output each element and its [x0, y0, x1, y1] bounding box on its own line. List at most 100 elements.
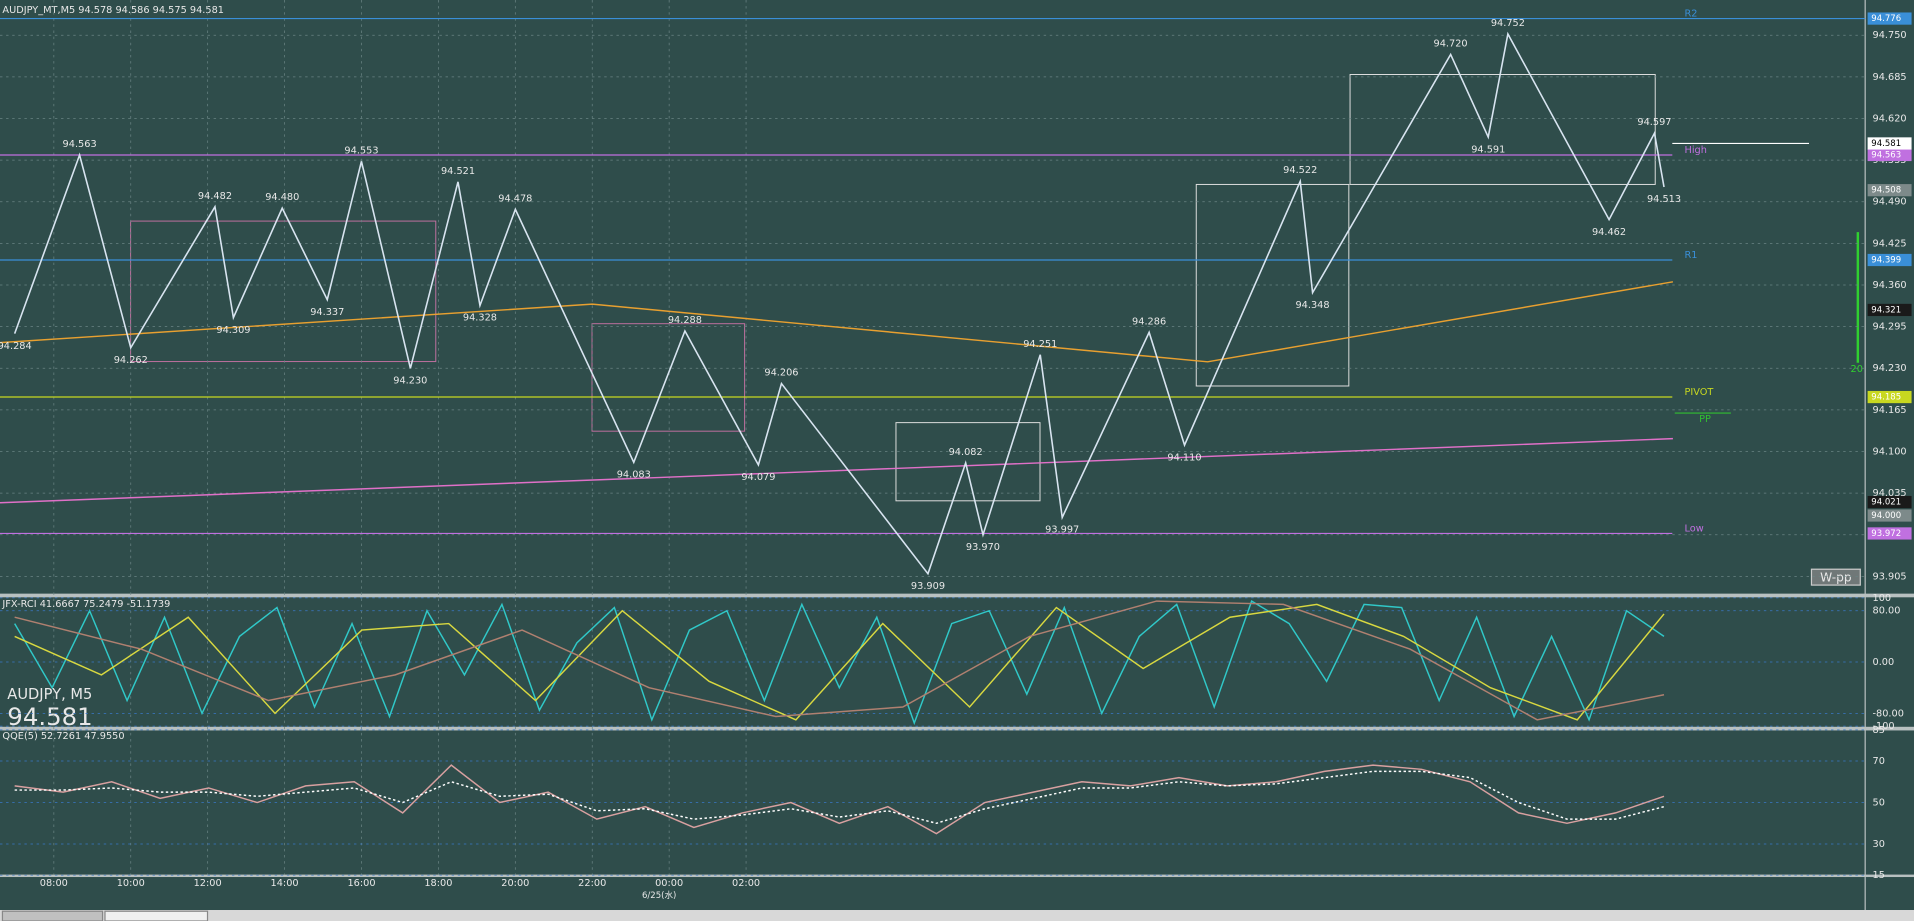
- price-tag: 94.399: [1871, 255, 1901, 265]
- box: [895, 422, 1041, 502]
- swing-label: 94.110: [1167, 452, 1201, 463]
- price-tag-bg: [1867, 390, 1912, 404]
- y-tick-label: 94.360: [1872, 280, 1906, 291]
- indicator-line: [0, 437, 1673, 504]
- swing-label: 94.230: [393, 375, 427, 386]
- indicator-line: [14, 600, 1665, 726]
- price-tag-bg: [1867, 527, 1912, 540]
- swing-label: 94.083: [617, 470, 651, 481]
- y-tick-label: 80.00: [1872, 606, 1900, 617]
- swing-label: 94.337: [310, 307, 344, 318]
- symbol-header: AUDJPY_MT,M5 94.578 94.586 94.575 94.581: [2, 5, 224, 16]
- swing-label: 94.348: [1295, 300, 1329, 311]
- y-tick-label: 94.165: [1872, 405, 1906, 416]
- panel-title: JFX-RCI 41.6667 75.2479 -51.1739: [1, 599, 170, 610]
- swing-label: 94.082: [949, 447, 983, 458]
- x-tick-label: 08:00: [40, 878, 68, 889]
- swing-label: 94.591: [1471, 144, 1505, 155]
- y-tick-label: 94.295: [1872, 322, 1906, 333]
- swing-label: 94.563: [63, 139, 97, 150]
- x-tick-label: 20:00: [501, 878, 529, 889]
- swing-label: 94.553: [344, 145, 378, 156]
- tab[interactable]: [104, 910, 209, 921]
- panel-title: QQE(5) 52.7261 47.9550: [2, 731, 124, 742]
- box: [1349, 74, 1656, 185]
- y-tick-label: 94.750: [1872, 30, 1906, 41]
- price-tag-bg: [1867, 495, 1912, 509]
- price-tag: 93.972: [1871, 529, 1901, 539]
- y-tick-label: 94.230: [1872, 363, 1906, 374]
- overlay-symbol: AUDJPY, M5: [7, 686, 92, 703]
- price-tag-bg: [1867, 137, 1912, 150]
- box: [130, 220, 437, 363]
- level-label: PIVOT: [1685, 387, 1714, 398]
- y-tick-label: 94.035: [1872, 488, 1906, 499]
- price-tag-bg: [1867, 303, 1912, 317]
- x-tick-label: 02:00: [732, 878, 760, 889]
- panel-separator: [0, 593, 1914, 598]
- y-tick-label: 85: [1872, 725, 1884, 736]
- swing-label: 94.288: [668, 315, 702, 326]
- x-tick-label: 00:00: [655, 878, 683, 889]
- x-tick-label: 14:00: [271, 878, 299, 889]
- level-label: R1: [1685, 250, 1698, 261]
- wpp-button[interactable]: [1810, 568, 1861, 586]
- swing-label: 94.597: [1637, 117, 1671, 128]
- y-tick-label: 70: [1872, 756, 1884, 767]
- swing-label: 94.522: [1283, 165, 1317, 176]
- level-label: High: [1685, 145, 1707, 156]
- price-tag: 94.776: [1871, 14, 1901, 24]
- price-tag-bg: [1867, 148, 1912, 162]
- swing-label: 94.251: [1023, 339, 1057, 350]
- price-tag-bg: [1867, 184, 1912, 197]
- y-tick-label: 94.425: [1872, 238, 1906, 249]
- price-tag: 94.563: [1871, 150, 1901, 160]
- indicator-line: [14, 600, 1665, 721]
- price-tag: 94.321: [1871, 305, 1901, 315]
- level-label: R2: [1685, 9, 1698, 20]
- y-tick-label: 94.620: [1872, 113, 1906, 124]
- swing-label: 94.482: [198, 191, 232, 202]
- price-line: [13, 31, 1665, 576]
- price-tag: 94.185: [1871, 393, 1901, 403]
- price-tag-bg: [1867, 12, 1912, 25]
- swing-label: 94.262: [114, 355, 148, 366]
- overlay-price: 94.581: [7, 702, 92, 731]
- price-tag-bg: [1867, 509, 1912, 522]
- swing-label: 94.286: [1132, 316, 1166, 327]
- y-tick-label: 94.490: [1872, 197, 1906, 208]
- box: [591, 323, 746, 432]
- y-tick-label: 94.685: [1872, 72, 1906, 83]
- swing-label: 94.480: [265, 192, 299, 203]
- y-tick-label: 94.100: [1872, 446, 1906, 457]
- swing-label: 94.720: [1434, 38, 1468, 49]
- y-tick-label: 50: [1872, 798, 1884, 809]
- indicator-line: [14, 764, 1665, 835]
- x-tick-label: 10:00: [117, 878, 145, 889]
- swing-label: 94.478: [498, 193, 532, 204]
- swing-label: 94.284: [0, 341, 32, 352]
- swing-label: 94.328: [463, 313, 497, 324]
- tab[interactable]: [1, 910, 104, 921]
- swing-label: 94.513: [1647, 194, 1681, 205]
- tab-bar: [0, 910, 1914, 921]
- indicator-line: [14, 770, 1665, 825]
- panel-separator: [0, 874, 1914, 878]
- price-tag-bg: [1867, 253, 1912, 267]
- price-tag: 94.508: [1871, 186, 1901, 196]
- swing-label: 94.079: [741, 472, 775, 483]
- price-tag: 94.021: [1871, 498, 1901, 508]
- y-tick-label: -80.00: [1872, 708, 1903, 719]
- swing-label: 94.462: [1592, 227, 1626, 238]
- x-tick-label: 12:00: [194, 878, 222, 889]
- price-tag: 94.000: [1871, 511, 1901, 521]
- x-tick-label: 18:00: [424, 878, 452, 889]
- date-label: 6/25(水): [642, 889, 676, 901]
- swing-label: 94.752: [1491, 18, 1525, 29]
- wpp-button-label[interactable]: W-pp: [1820, 570, 1852, 584]
- y-tick-label: -100: [1872, 721, 1894, 732]
- swing-label: 93.970: [966, 542, 1000, 553]
- y-tick-label: 0.00: [1872, 657, 1894, 668]
